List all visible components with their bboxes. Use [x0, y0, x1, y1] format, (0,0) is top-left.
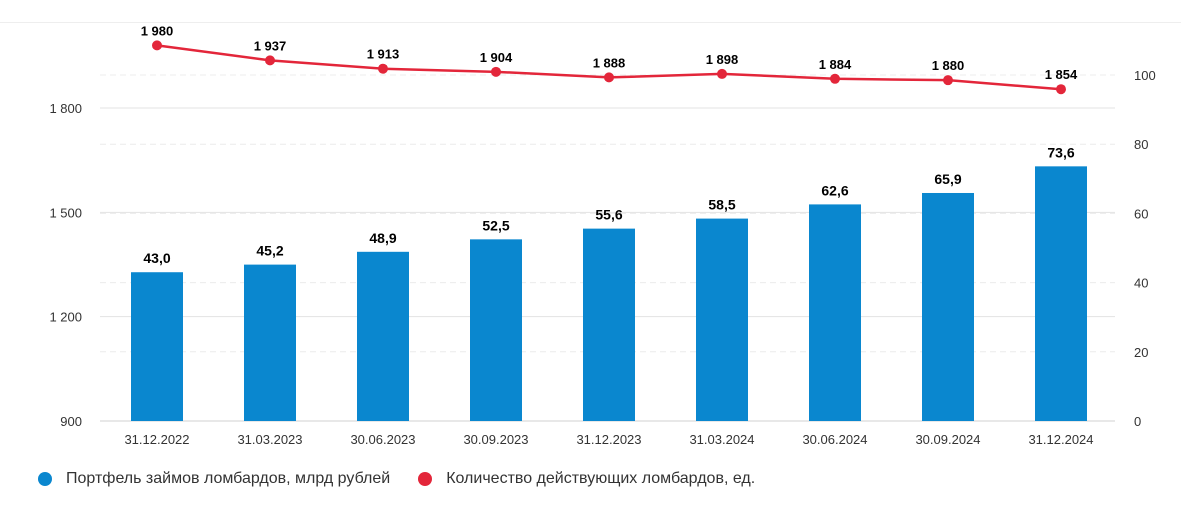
line-data-label: 1 937	[254, 38, 287, 53]
bar	[131, 272, 183, 421]
bar	[922, 192, 974, 421]
legend-label-portfolio: Портфель займов ломбардов, млрд рублей	[66, 470, 391, 487]
x-tick-label: 30.09.2023	[463, 432, 528, 447]
x-tick-label: 31.12.2024	[1028, 432, 1093, 447]
bar-data-label: 52,5	[482, 217, 509, 233]
line-data-label: 1 898	[706, 52, 739, 67]
x-axis: 31.12.2022 31.03.2023 30.06.2023 30.09.2023…	[124, 432, 1093, 447]
y-left-tick-label: 1 800	[49, 101, 82, 116]
bar-data-label: 62,6	[821, 182, 848, 198]
y-left-tick-label: 1 200	[49, 310, 82, 325]
line-point	[265, 55, 275, 66]
bar-data-label: 65,9	[934, 171, 961, 187]
y-axis-right: 0 20 40 60 80 100	[1134, 68, 1156, 429]
x-tick-label: 31.03.2023	[237, 432, 302, 447]
line-data-label: 1 980	[141, 23, 174, 38]
line-point	[604, 72, 614, 83]
line-point	[717, 68, 727, 79]
y-right-tick-label: 20	[1134, 345, 1148, 360]
legend-label-pawnshops-count: Количество действующих ломбардов, ед.	[446, 470, 756, 487]
x-tick-label: 30.06.2024	[802, 432, 867, 447]
line-series: 1 980 1 937 1 913 1 904 1 888 1 898 1 884 1 880…	[141, 23, 1078, 95]
bar	[357, 251, 409, 421]
bar-data-label: 55,6	[595, 207, 622, 223]
y-right-tick-label: 0	[1134, 414, 1141, 429]
bar-data-label: 45,2	[256, 243, 283, 259]
y-left-tick-label: 1 500	[49, 205, 82, 220]
bar-data-label: 58,5	[708, 197, 735, 213]
x-tick-label: 31.12.2023	[576, 432, 641, 447]
line-point	[830, 73, 840, 84]
line-point	[152, 40, 162, 51]
bar	[244, 264, 296, 421]
legend-dot-pawnshops-count	[418, 472, 433, 486]
bar-data-label: 73,6	[1047, 144, 1074, 160]
x-tick-label: 31.03.2024	[689, 432, 754, 447]
bar	[470, 239, 522, 421]
x-tick-label: 31.12.2022	[124, 432, 189, 447]
top-divider	[0, 22, 1181, 23]
line-data-label: 1 854	[1045, 67, 1078, 82]
bar	[696, 218, 748, 421]
line-data-label: 1 880	[932, 58, 965, 73]
line-data-label: 1 884	[819, 57, 852, 72]
y-axis-left: 900 1 200 1 500 1 800	[49, 101, 82, 429]
legend-item-portfolio: Портфель займов ломбардов, млрд рублей	[38, 470, 390, 488]
x-tick-label: 30.09.2024	[915, 432, 980, 447]
bar-series: 43,0 45,2 48,9 52,5 55,6 58,5 62,6 65,9 73,6	[131, 144, 1087, 421]
y-right-tick-label: 100	[1134, 68, 1156, 83]
line-point	[378, 63, 388, 74]
line-point	[943, 75, 953, 86]
y-left-tick-label: 900	[60, 414, 82, 429]
bar	[583, 228, 635, 421]
legend-item-pawnshops-count: Количество действующих ломбардов, ед.	[418, 470, 755, 488]
line-data-label: 1 888	[593, 55, 626, 70]
bar-data-label: 43,0	[143, 250, 170, 266]
legend: Портфель займов ломбардов, млрд рублей К…	[38, 470, 783, 488]
bar	[1035, 166, 1087, 421]
x-tick-label: 30.06.2023	[350, 432, 415, 447]
line-data-label: 1 913	[367, 47, 400, 62]
bar	[809, 204, 861, 421]
line-data-label: 1 904	[480, 50, 513, 65]
bar-data-label: 48,9	[369, 230, 396, 246]
line-point	[1056, 84, 1066, 95]
line-point	[491, 66, 501, 77]
y-right-tick-label: 80	[1134, 137, 1148, 152]
y-right-tick-label: 60	[1134, 206, 1148, 221]
legend-dot-portfolio	[38, 472, 52, 486]
y-right-tick-label: 40	[1134, 276, 1148, 291]
